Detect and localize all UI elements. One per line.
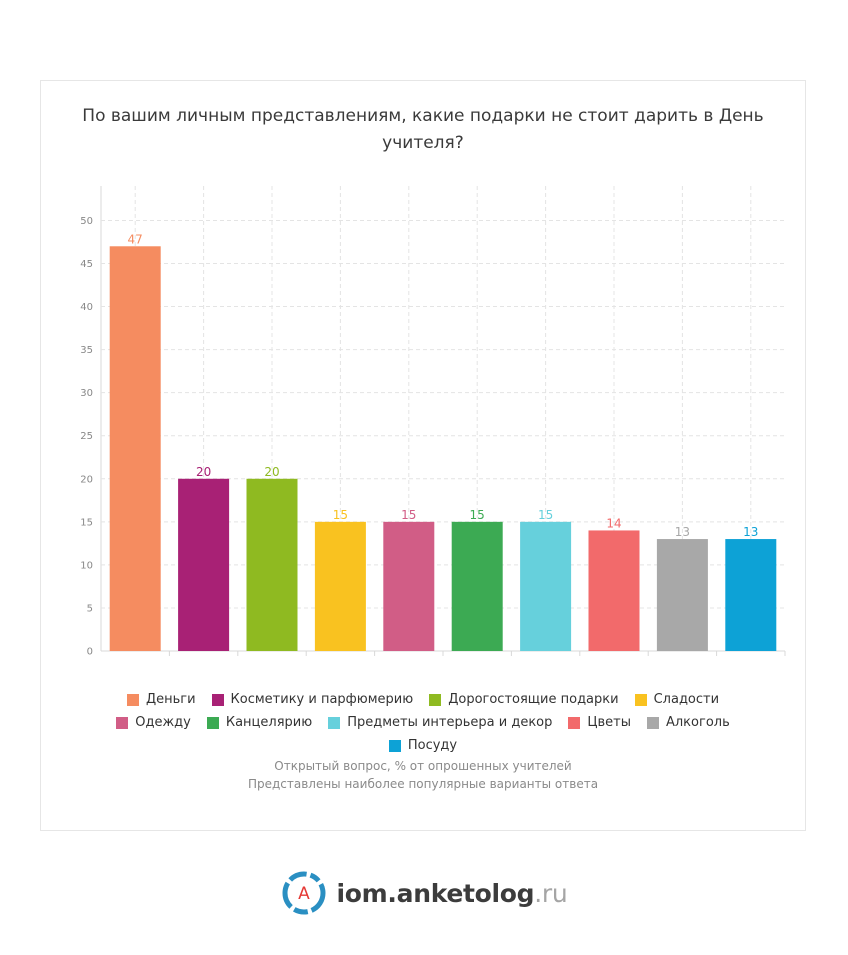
legend-label: Дорогостоящие подарки: [448, 692, 619, 707]
bar: [520, 521, 572, 651]
y-tick-label: 25: [80, 431, 93, 442]
data-label: 13: [743, 525, 758, 539]
legend-item[interactable]: Косметику и парфюмерию: [211, 691, 414, 708]
data-label: 15: [333, 508, 348, 522]
legend-swatch: [429, 693, 442, 706]
legend-item[interactable]: Алкоголь: [646, 714, 730, 731]
anketolog-logo-icon: A: [282, 871, 326, 915]
y-tick-label: 10: [80, 560, 93, 571]
y-tick-label: 20: [80, 474, 93, 485]
logo-letter: A: [298, 884, 310, 904]
data-label: 13: [675, 525, 690, 539]
chart-title: По вашим личным представлениям, какие по…: [82, 106, 764, 153]
brand-footer[interactable]: A iom.anketolog.ru: [0, 870, 848, 916]
legend-label: Цветы: [587, 715, 631, 730]
bar: [451, 521, 503, 651]
data-label: 15: [470, 508, 485, 522]
legend-label: Алкоголь: [665, 715, 730, 730]
legend-label: Канцелярию: [225, 715, 313, 730]
note-line-1: Открытый вопрос, % от опрошенных учителе…: [274, 759, 572, 773]
data-label: 47: [128, 232, 143, 246]
legend-label: Посуду: [407, 738, 458, 753]
legend-swatch: [206, 716, 219, 729]
data-label: 20: [264, 465, 279, 479]
y-tick-label: 5: [87, 603, 93, 614]
y-tick-label: 30: [80, 388, 93, 399]
legend-swatch: [116, 716, 129, 729]
bar: [656, 539, 708, 651]
data-label: 20: [196, 465, 211, 479]
legend-item[interactable]: Канцелярию: [206, 714, 313, 731]
y-tick-label: 40: [80, 302, 93, 313]
legend-item[interactable]: Сладости: [634, 691, 720, 708]
bar-chart: 0 5 10 15 20 25 30 35 40 45 50 47 20 20 15 15 15 15 14 13 13: [80, 186, 786, 658]
bar: [725, 539, 777, 651]
legend-swatch: [328, 716, 341, 729]
y-tick-label: 0: [87, 647, 93, 658]
legend-item[interactable]: Одежду: [116, 714, 191, 731]
legend-swatch: [634, 693, 647, 706]
y-tick-label: 35: [80, 345, 93, 356]
chart-legend: Деньги Косметику и парфюмерию Дорогостоящи…: [61, 691, 785, 754]
bar: [314, 521, 366, 651]
data-label: 14: [606, 516, 621, 530]
y-tick-label: 15: [80, 517, 93, 528]
legend-label: Сладости: [653, 692, 720, 707]
legend-label: Деньги: [145, 692, 196, 707]
legend-swatch: [646, 716, 659, 729]
note-line-2: Представлены наиболее популярные вариант…: [247, 777, 599, 791]
legend-item[interactable]: Предметы интерьера и декор: [328, 714, 552, 731]
brand-name: iom.anketolog.ru: [336, 878, 568, 908]
data-label: 15: [401, 508, 416, 522]
y-tick-label: 45: [80, 259, 93, 270]
bar: [588, 530, 640, 651]
legend-item[interactable]: Цветы: [568, 714, 631, 731]
legend-swatch: [388, 739, 401, 752]
legend-swatch: [126, 693, 139, 706]
bar: [178, 478, 230, 651]
chart-notes: Открытый вопрос, % от опрошенных учителе…: [61, 757, 785, 793]
legend-label: Косметику и парфюмерию: [230, 692, 414, 707]
legend-item[interactable]: Посуду: [388, 737, 458, 754]
legend-swatch: [568, 716, 581, 729]
chart-card: По вашим личным представлениям, какие по…: [40, 80, 806, 831]
legend-swatch: [211, 693, 224, 706]
legend-label: Предметы интерьера и декор: [347, 715, 553, 730]
bar: [383, 521, 435, 651]
bar: [109, 246, 161, 651]
legend-item[interactable]: Дорогостоящие подарки: [429, 691, 619, 708]
y-tick-label: 50: [80, 216, 93, 227]
data-label: 15: [538, 508, 553, 522]
legend-label: Одежду: [135, 715, 191, 730]
legend-item[interactable]: Деньги: [126, 691, 196, 708]
bar: [246, 478, 298, 651]
